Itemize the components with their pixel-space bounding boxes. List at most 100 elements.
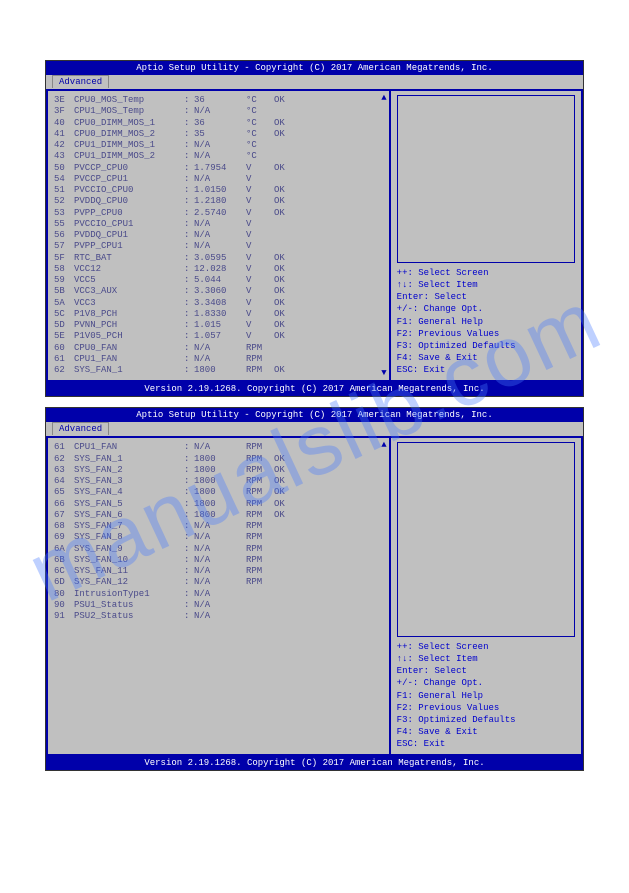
sensor-row[interactable]: 90PSU1_Status: N/A xyxy=(54,600,383,611)
sensor-value: N/A xyxy=(194,106,246,117)
sensor-row[interactable]: 43CPU1_DIMM_MOS_2: N/A°C xyxy=(54,151,383,162)
sensor-row[interactable]: 62SYS_FAN_1: 1800RPMOK xyxy=(54,365,383,376)
sensor-unit: RPM xyxy=(246,566,274,577)
sensor-id: 3F xyxy=(54,106,74,117)
sensor-id: 5A xyxy=(54,298,74,309)
sensor-unit: V xyxy=(246,320,274,331)
sensor-name: VCC5 xyxy=(74,275,184,286)
sensor-row[interactable]: 42CPU1_DIMM_MOS_1: N/A°C xyxy=(54,140,383,151)
sensor-row[interactable]: 3ECPU0_MOS_Temp: 36°COK xyxy=(54,95,383,106)
sensor-row[interactable]: 5BVCC3_AUX: 3.3060VOK xyxy=(54,286,383,297)
sensor-row[interactable]: 5EP1V05_PCH: 1.057VOK xyxy=(54,331,383,342)
sensor-row[interactable]: 58VCC12: 12.028VOK xyxy=(54,264,383,275)
separator: : xyxy=(184,95,194,106)
sensor-status: OK xyxy=(274,264,298,275)
separator: : xyxy=(184,566,194,577)
sensor-status: OK xyxy=(274,487,298,498)
sensor-row[interactable]: 6ASYS_FAN_9: N/ARPM xyxy=(54,544,383,555)
separator: : xyxy=(184,521,194,532)
sensor-row[interactable]: 67SYS_FAN_6: 1800RPMOK xyxy=(54,510,383,521)
sensor-row[interactable]: 91PSU2_Status: N/A xyxy=(54,611,383,622)
sensor-row[interactable]: 6CSYS_FAN_11: N/ARPM xyxy=(54,566,383,577)
sensor-value: N/A xyxy=(194,151,246,162)
sensor-row[interactable]: 3FCPU1_MOS_Temp: N/A°C xyxy=(54,106,383,117)
sensor-id: 62 xyxy=(54,454,74,465)
sensor-row[interactable]: 6DSYS_FAN_12: N/ARPM xyxy=(54,577,383,588)
page-source-link[interactable] xyxy=(45,801,584,813)
sensor-id: 6A xyxy=(54,544,74,555)
title-bar: Aptio Setup Utility - Copyright (C) 2017… xyxy=(46,408,583,422)
sensor-value: N/A xyxy=(194,589,246,600)
sensor-row[interactable]: 55PVCCIO_CPU1: N/AV xyxy=(54,219,383,230)
separator: : xyxy=(184,163,194,174)
help-line: ESC: Exit xyxy=(397,738,575,750)
sensor-name: CPU1_FAN xyxy=(74,354,184,365)
sensor-row[interactable]: 69SYS_FAN_8: N/ARPM xyxy=(54,532,383,543)
scroll-down-icon: ▼ xyxy=(381,368,386,378)
tab-advanced[interactable]: Advanced xyxy=(52,75,109,88)
sensor-row[interactable]: 68SYS_FAN_7: N/ARPM xyxy=(54,521,383,532)
sensor-row[interactable]: 65SYS_FAN_4: 1800RPMOK xyxy=(54,487,383,498)
sensor-status: OK xyxy=(274,185,298,196)
sensor-row[interactable]: 54PVCCP_CPU1: N/AV xyxy=(54,174,383,185)
sensor-id: 6B xyxy=(54,555,74,566)
sensor-row[interactable]: 5AVCC3: 3.3408VOK xyxy=(54,298,383,309)
sensor-unit: RPM xyxy=(246,532,274,543)
sensor-row[interactable]: 53PVPP_CPU0: 2.5740VOK xyxy=(54,208,383,219)
sensor-row[interactable]: 62SYS_FAN_1: 1800RPMOK xyxy=(54,454,383,465)
sensor-row[interactable]: 61CPU1_FAN: N/ARPM xyxy=(54,442,383,453)
sensor-row[interactable]: 52PVDDQ_CPU0: 1.2180VOK xyxy=(54,196,383,207)
sensor-row[interactable]: 64SYS_FAN_3: 1800RPMOK xyxy=(54,476,383,487)
separator: : xyxy=(184,219,194,230)
sensor-unit: RPM xyxy=(246,343,274,354)
sensor-name: PVCCP_CPU0 xyxy=(74,163,184,174)
sensor-value: 35 xyxy=(194,129,246,140)
sensor-unit: °C xyxy=(246,106,274,117)
sensor-status: OK xyxy=(274,365,298,376)
sensor-name: SYS_FAN_10 xyxy=(74,555,184,566)
sensor-status: OK xyxy=(274,118,298,129)
sensor-row[interactable]: 50PVCCP_CPU0: 1.7954VOK xyxy=(54,163,383,174)
sensor-value: N/A xyxy=(194,532,246,543)
sensor-value: N/A xyxy=(194,174,246,185)
sensor-id: 6D xyxy=(54,577,74,588)
help-line: Enter: Select xyxy=(397,291,575,303)
sensor-row[interactable]: 40CPU0_DIMM_MOS_1: 36°COK xyxy=(54,118,383,129)
sensor-id: 53 xyxy=(54,208,74,219)
sensor-name: SYS_FAN_1 xyxy=(74,365,184,376)
sensor-row[interactable]: 57PVPP_CPU1: N/AV xyxy=(54,241,383,252)
sensor-name: PVCCP_CPU1 xyxy=(74,174,184,185)
sensor-row[interactable]: 6BSYS_FAN_10: N/ARPM xyxy=(54,555,383,566)
separator: : xyxy=(184,106,194,117)
separator: : xyxy=(184,589,194,600)
sensor-value: 5.044 xyxy=(194,275,246,286)
sensor-row[interactable]: 61CPU1_FAN: N/ARPM xyxy=(54,354,383,365)
sensor-status: OK xyxy=(274,465,298,476)
separator: : xyxy=(184,487,194,498)
sensor-status xyxy=(274,544,298,555)
sensor-row[interactable]: 5CP1V8_PCH: 1.8330VOK xyxy=(54,309,383,320)
sensor-id: 61 xyxy=(54,354,74,365)
sensor-id: 65 xyxy=(54,487,74,498)
sensor-row[interactable]: 66SYS_FAN_5: 1800RPMOK xyxy=(54,499,383,510)
sensor-id: 55 xyxy=(54,219,74,230)
separator: : xyxy=(184,365,194,376)
sensor-row[interactable]: 51PVCCIO_CPU0: 1.0150VOK xyxy=(54,185,383,196)
separator: : xyxy=(184,343,194,354)
sensor-row[interactable]: 63SYS_FAN_2: 1800RPMOK xyxy=(54,465,383,476)
sensor-row[interactable]: 80IntrusionType1: N/A xyxy=(54,589,383,600)
separator: : xyxy=(184,118,194,129)
sensor-unit: V xyxy=(246,185,274,196)
sensor-row[interactable]: 59VCC5: 5.044VOK xyxy=(54,275,383,286)
sensor-row[interactable]: 56PVDDQ_CPU1: N/AV xyxy=(54,230,383,241)
separator: : xyxy=(184,555,194,566)
content-area: ▲ 3ECPU0_MOS_Temp: 36°COK3FCPU1_MOS_Temp… xyxy=(46,89,583,382)
footer-bar: Version 2.19.1268. Copyright (C) 2017 Am… xyxy=(46,756,583,770)
sensor-row[interactable]: 60CPU0_FAN: N/ARPM xyxy=(54,343,383,354)
sensor-row[interactable]: 41CPU0_DIMM_MOS_2: 35°COK xyxy=(54,129,383,140)
sensor-name: VCC3_AUX xyxy=(74,286,184,297)
sensor-row[interactable]: 5DPVNN_PCH: 1.015VOK xyxy=(54,320,383,331)
sensor-row[interactable]: 5FRTC_BAT: 3.0595VOK xyxy=(54,253,383,264)
tab-advanced[interactable]: Advanced xyxy=(52,422,109,435)
separator: : xyxy=(184,241,194,252)
